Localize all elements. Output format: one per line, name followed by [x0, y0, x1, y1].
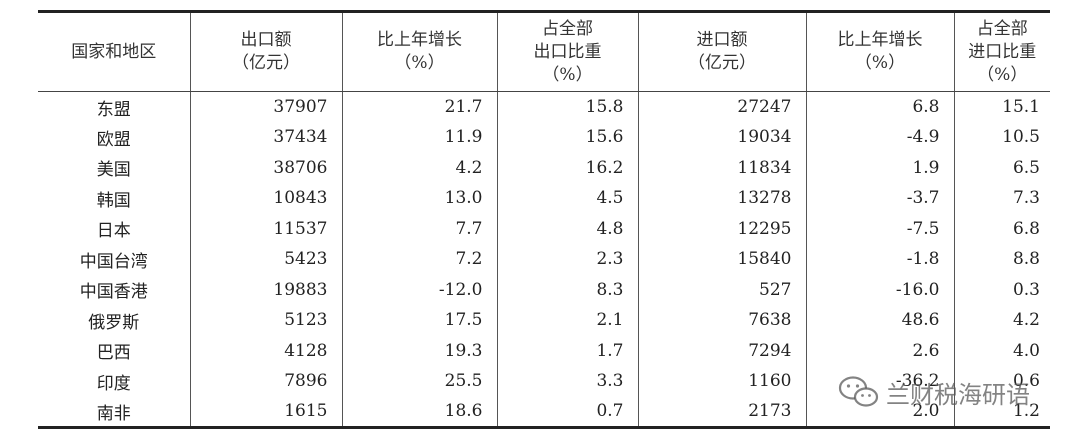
- cell-export-growth: 13.0: [341, 183, 497, 214]
- cell-region: 东盟: [96, 99, 131, 120]
- cell-export-share: 16.2: [496, 152, 638, 183]
- table-row: 日本 11537 7.7 4.8 12295 -7.5 6.8: [38, 213, 1050, 244]
- cell-import-share: 7.3: [953, 183, 1050, 214]
- cell-export-growth: 7.7: [341, 213, 497, 244]
- cell-export-value: 10843: [189, 183, 342, 214]
- cell-export-value: 4128: [189, 335, 342, 366]
- cell-region: 日本: [96, 221, 131, 242]
- cell-export-growth: 7.2: [341, 244, 497, 275]
- table-row: 欧盟 37434 11.9 15.6 19034 -4.9 10.5: [38, 122, 1050, 153]
- header-row: 国家和地区 出口额 （亿元） 比上年增长 （%） 占全部 出口比重 （%） 进口…: [38, 11, 1050, 92]
- cell-region: 俄罗斯: [88, 312, 140, 333]
- cell-import-value: 19034: [637, 122, 806, 153]
- cell-import-growth: -3.7: [805, 183, 954, 214]
- cell-import-value: 12295: [637, 213, 806, 244]
- header-export-growth: 比上年增长 （%）: [341, 11, 497, 92]
- table-row: 南非 1615 18.6 0.7 2173 2.0 1.2: [38, 396, 1050, 427]
- cell-import-value: 11834: [637, 152, 806, 183]
- cell-export-value: 5123: [189, 305, 342, 336]
- cell-import-share: 15.1: [953, 91, 1050, 122]
- cell-import-value: 15840: [637, 244, 806, 275]
- cell-export-value: 7896: [189, 366, 342, 397]
- cell-export-share: 8.3: [496, 274, 638, 305]
- cell-export-share: 4.8: [496, 213, 638, 244]
- cell-import-value: 1160: [637, 366, 806, 397]
- trade-table: 国家和地区 出口额 （亿元） 比上年增长 （%） 占全部 出口比重 （%） 进口…: [38, 10, 1050, 429]
- cell-import-value: 527: [637, 274, 806, 305]
- table-row: 俄罗斯 5123 17.5 2.1 7638 48.6 4.2: [38, 305, 1050, 336]
- cell-export-value: 19883: [189, 274, 342, 305]
- cell-import-growth: -4.9: [805, 122, 954, 153]
- header-import-share: 占全部 进口比重 （%）: [953, 11, 1050, 92]
- cell-import-share: 8.8: [953, 244, 1050, 275]
- cell-export-share: 4.5: [496, 183, 638, 214]
- cell-region: 欧盟: [96, 129, 131, 150]
- cell-import-share: 4.2: [953, 305, 1050, 336]
- table-row: 韩国 10843 13.0 4.5 13278 -3.7 7.3: [38, 183, 1050, 214]
- cell-region: 巴西: [96, 343, 131, 364]
- table-row: 巴西 4128 19.3 1.7 7294 2.6 4.0: [38, 335, 1050, 366]
- header-region: 国家和地区: [38, 11, 190, 92]
- cell-region: 美国: [96, 160, 131, 181]
- cell-import-value: 27247: [637, 91, 806, 122]
- cell-import-share: 1.2: [953, 396, 1050, 427]
- cell-import-growth: 1.9: [805, 152, 954, 183]
- header-export-value: 出口额 （亿元）: [189, 11, 342, 92]
- header-export-share: 占全部 出口比重 （%）: [496, 11, 638, 92]
- cell-export-value: 37434: [189, 122, 342, 153]
- cell-import-value: 7294: [637, 335, 806, 366]
- cell-import-value: 2173: [637, 396, 806, 427]
- cell-export-value: 1615: [189, 396, 342, 427]
- header-import-value: 进口额 （亿元）: [637, 11, 806, 92]
- cell-import-value: 7638: [637, 305, 806, 336]
- cell-export-share: 1.7: [496, 335, 638, 366]
- cell-import-growth: -7.5: [805, 213, 954, 244]
- cell-import-growth: 2.6: [805, 335, 954, 366]
- table-row: 美国 38706 4.2 16.2 11834 1.9 6.5: [38, 152, 1050, 183]
- cell-import-value: 13278: [637, 183, 806, 214]
- cell-region: 南非: [96, 403, 131, 424]
- cell-import-share: 6.5: [953, 152, 1050, 183]
- cell-import-growth: 6.8: [805, 91, 954, 122]
- cell-export-share: 3.3: [496, 366, 638, 397]
- table-row: 东盟 37907 21.7 15.8 27247 6.8 15.1: [38, 91, 1050, 122]
- cell-import-growth: 48.6: [805, 305, 954, 336]
- cell-export-growth: 25.5: [341, 366, 497, 397]
- cell-export-share: 15.8: [496, 91, 638, 122]
- cell-export-growth: 21.7: [341, 91, 497, 122]
- cell-export-share: 15.6: [496, 122, 638, 153]
- cell-export-growth: -12.0: [341, 274, 497, 305]
- cell-export-value: 5423: [189, 244, 342, 275]
- table-row: 中国香港 19883 -12.0 8.3 527 -16.0 0.3: [38, 274, 1050, 305]
- cell-export-value: 37907: [189, 91, 342, 122]
- trade-table-container: 国家和地区 出口额 （亿元） 比上年增长 （%） 占全部 出口比重 （%） 进口…: [38, 10, 1050, 429]
- cell-import-growth: -1.8: [805, 244, 954, 275]
- cell-region: 中国台湾: [79, 251, 148, 272]
- cell-import-growth: -16.0: [805, 274, 954, 305]
- table-row: 印度 7896 25.5 3.3 1160 -36.2 0.6: [38, 366, 1050, 397]
- cell-export-growth: 19.3: [341, 335, 497, 366]
- cell-import-share: 0.6: [953, 366, 1050, 397]
- cell-import-growth: -36.2: [805, 366, 954, 397]
- cell-export-growth: 17.5: [341, 305, 497, 336]
- cell-import-share: 0.3: [953, 274, 1050, 305]
- header-import-growth: 比上年增长 （%）: [805, 11, 954, 92]
- cell-import-growth: 2.0: [805, 396, 954, 427]
- cell-export-value: 38706: [189, 152, 342, 183]
- cell-region: 中国香港: [79, 282, 148, 303]
- cell-export-growth: 4.2: [341, 152, 497, 183]
- cell-region: 韩国: [96, 190, 131, 211]
- cell-export-growth: 18.6: [341, 396, 497, 427]
- cell-export-share: 0.7: [496, 396, 638, 427]
- cell-import-share: 10.5: [953, 122, 1050, 153]
- table-row: 中国台湾 5423 7.2 2.3 15840 -1.8 8.8: [38, 244, 1050, 275]
- cell-export-share: 2.3: [496, 244, 638, 275]
- cell-export-growth: 11.9: [341, 122, 497, 153]
- cell-export-value: 11537: [189, 213, 342, 244]
- cell-export-share: 2.1: [496, 305, 638, 336]
- cell-import-share: 4.0: [953, 335, 1050, 366]
- cell-import-share: 6.8: [953, 213, 1050, 244]
- cell-region: 印度: [96, 373, 131, 394]
